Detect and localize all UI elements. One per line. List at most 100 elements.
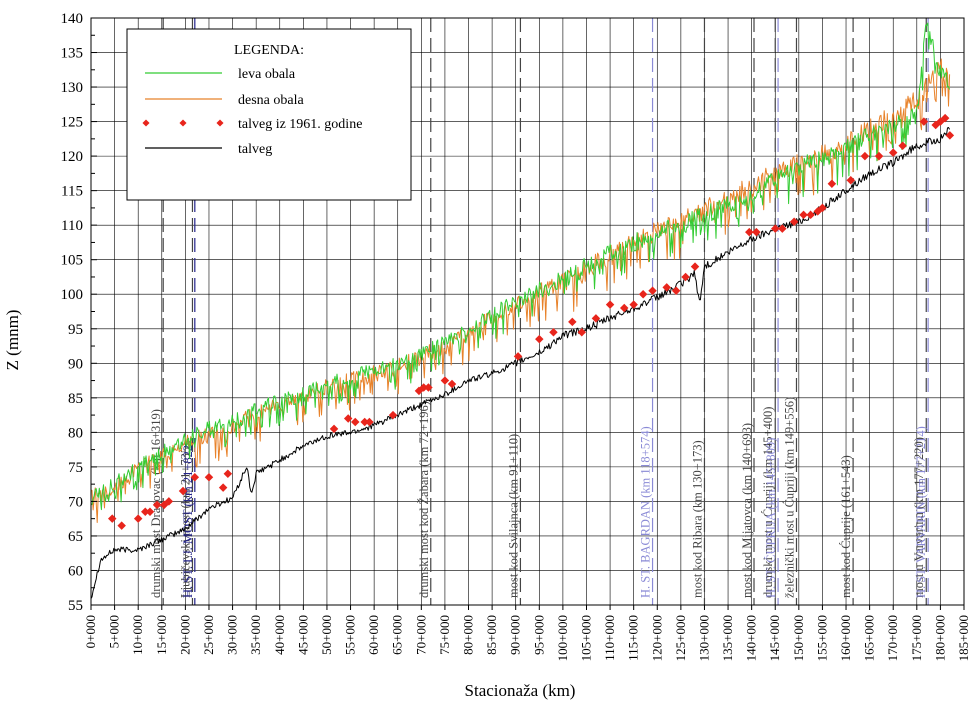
x-tick-label: 30+000 [225, 615, 240, 655]
talveg-1961-point [204, 472, 214, 482]
talveg-1961-point [145, 507, 155, 517]
legend-box [126, 28, 412, 201]
talveg-1961-point [424, 383, 433, 392]
legend-swatch-talveg-1961 [142, 119, 224, 127]
talveg-1961-point [577, 327, 587, 337]
vertical-markers: drumski most Dragovac (km 16+319)Ljubiče… [149, 18, 929, 605]
talveg-1961-point [329, 424, 339, 434]
x-tick-label: 185+000 [956, 615, 971, 661]
talveg-1961-point [648, 286, 657, 296]
x-tick-label: 105+000 [578, 615, 593, 661]
talveg-1961-point [591, 314, 601, 323]
x-tick-label: 135+000 [720, 615, 735, 661]
x-tick-label: 95+000 [531, 615, 546, 655]
x-tick-label: 50+000 [319, 615, 334, 655]
vertical-marker-label: most kod Svilajnca (km 91+110) [506, 434, 520, 598]
x-tick-label: 5+000 [107, 615, 122, 648]
vertical-marker-label: H. ST. ĆUPRIJA (km 145+809) [764, 438, 778, 598]
talveg-1961-point [117, 521, 126, 530]
talveg-1961-point [178, 486, 188, 496]
x-tick-label: 160+000 [838, 615, 853, 661]
talveg-1961-point [133, 514, 143, 523]
x-tick-label: 125+000 [673, 615, 688, 661]
vertical-marker-label: železnički most u Ćupriji (km 149+556) [782, 397, 796, 598]
x-tick-label: 120+000 [649, 615, 664, 661]
vertical-marker-label: H. ST. VARVARIN (km 177+214) [914, 426, 928, 598]
talveg-1961-point [619, 303, 629, 313]
x-axis-ticks: 0+000 5+000 10+000 15+000 20+000 25+000 30+000… [83, 605, 971, 661]
legend-label-talveg: talveg [238, 142, 272, 157]
y-tick-label: 55 [68, 598, 83, 614]
y-tick-label: 110 [61, 218, 83, 234]
talveg-1961-point [351, 417, 360, 427]
talveg-1961-point [388, 410, 398, 420]
talveg-1961-point [152, 500, 162, 510]
talveg-1961-point [846, 176, 855, 185]
x-tick-label: 155+000 [814, 615, 829, 661]
legend: LEGENDA: leva obala desna obala talveg i… [126, 28, 412, 201]
talveg-1961-point [806, 210, 815, 220]
x-tick-label: 175+000 [909, 615, 924, 661]
vertical-marker-label: most kod Ribara (km 130+173) [690, 440, 704, 598]
y-tick-label: 125 [61, 115, 84, 131]
y-tick-label: 65 [68, 529, 83, 545]
talveg-1961-point [535, 334, 544, 344]
x-tick-label: 55+000 [343, 615, 358, 655]
y-tick-label: 140 [61, 11, 84, 27]
talveg-1961-point [360, 417, 369, 427]
x-axis-label: Stacionaža (km) [465, 681, 576, 700]
x-tick-label: 20+000 [177, 615, 192, 655]
talveg-1961-point [107, 514, 117, 523]
x-tick-label: 10+000 [130, 615, 145, 655]
talveg-1961-point [440, 376, 450, 385]
talveg-1961-point [141, 507, 150, 517]
y-tick-label: 115 [61, 184, 83, 200]
legend-title: LEGENDA: [234, 43, 304, 58]
talveg-1961-point [874, 151, 884, 161]
talveg-1961-point [218, 483, 228, 492]
talveg-1961-point [827, 179, 837, 188]
x-tick-label: 85+000 [484, 615, 499, 655]
x-tick-label: 80+000 [461, 615, 476, 655]
talveg-1961-point [513, 352, 523, 361]
x-tick-label: 150+000 [791, 615, 806, 661]
y-axis-ticks: 55 60 65 70 75 80 85 90 95 100 105 110 115 120 125 130 1… [61, 11, 97, 614]
x-tick-label: 70+000 [413, 615, 428, 655]
x-tick-label: 15+000 [154, 615, 169, 655]
talveg-1961-point [419, 383, 428, 392]
x-tick-label: 170+000 [885, 615, 900, 661]
talveg-1961-point [365, 417, 374, 427]
x-tick-label: 115+000 [626, 615, 641, 661]
talveg-1961-point [888, 148, 898, 157]
y-tick-label: 80 [68, 425, 83, 441]
talveg-1961-point [568, 317, 577, 327]
y-tick-label: 100 [61, 287, 84, 303]
talveg-1961-point [638, 289, 648, 299]
y-tick-label: 95 [68, 322, 83, 338]
y-axis-label: Z (mnm) [3, 310, 22, 371]
x-tick-label: 110+000 [602, 615, 617, 661]
x-tick-label: 60+000 [366, 615, 381, 655]
x-tick-label: 180+000 [932, 615, 947, 661]
vertical-marker-label: drumski most u Ćupriji (km 145+400) [761, 407, 775, 598]
talveg-1961-point [549, 327, 558, 337]
y-tick-label: 85 [68, 391, 83, 407]
vertical-marker-label: most kod Mijatovca (km 140+693) [740, 423, 754, 598]
y-tick-label: 90 [68, 356, 83, 372]
talveg-1961-point [860, 151, 870, 161]
x-tick-label: 130+000 [696, 615, 711, 661]
vertical-marker-label: drumski most kod Žabara (km 72+196) [417, 401, 431, 598]
series-line-leva-obala [90, 22, 951, 511]
x-tick-label: 40+000 [272, 615, 287, 655]
legend-label-leva-obala: leva obala [238, 67, 296, 82]
talveg-1961-point [671, 286, 681, 296]
talveg-1961-point [343, 414, 353, 423]
talveg-1961-point [223, 469, 233, 479]
y-tick-label: 70 [68, 494, 83, 510]
talveg-1961-point [164, 497, 174, 506]
x-tick-label: 145+000 [767, 615, 782, 661]
x-tick-label: 45+000 [295, 615, 310, 655]
vertical-marker-label: H. ST. BAGRDAN (km 118+574) [639, 426, 653, 598]
x-tick-label: 35+000 [248, 615, 263, 655]
